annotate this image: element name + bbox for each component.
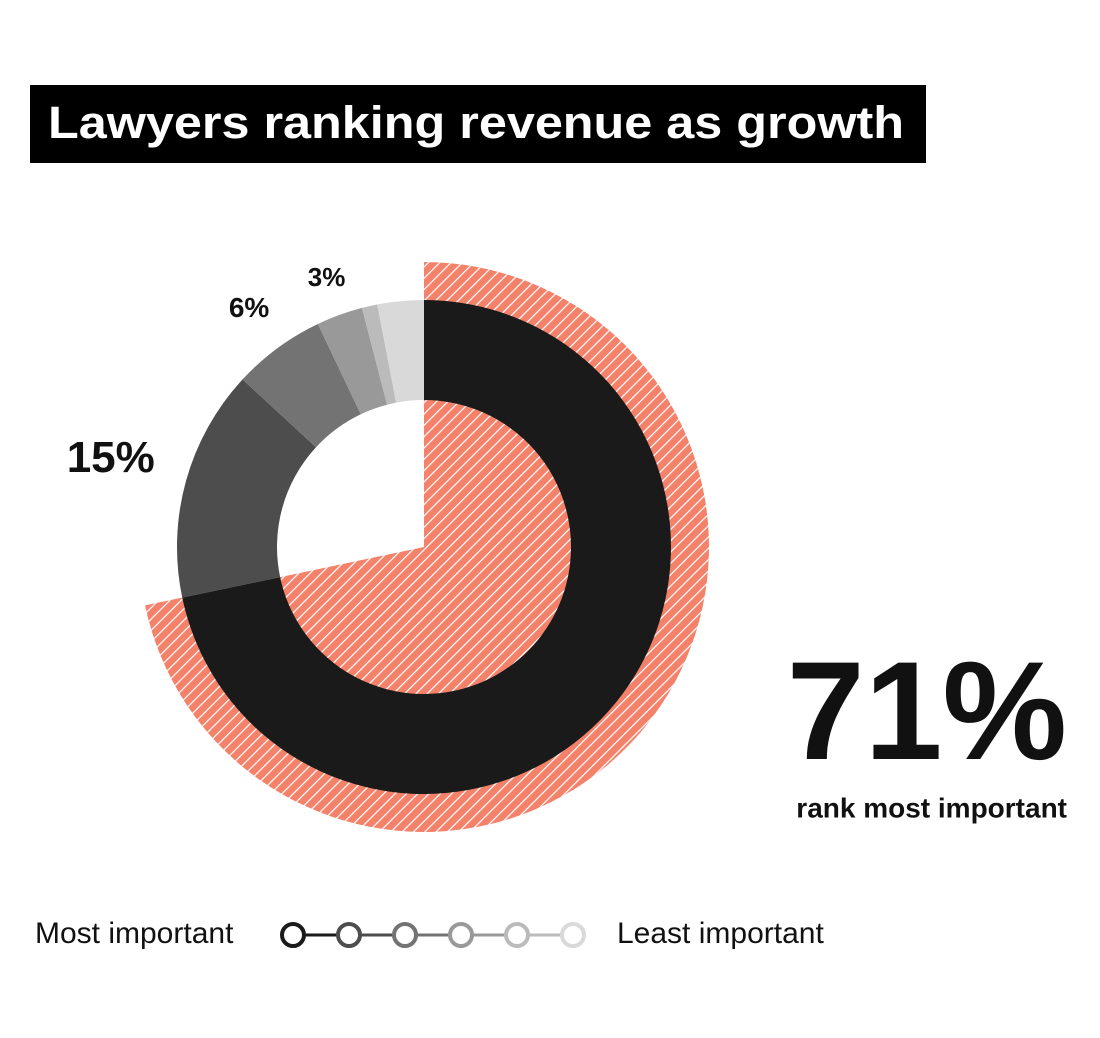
legend-marker <box>392 922 418 948</box>
legend-marker <box>560 922 586 948</box>
data-label: 3% <box>308 262 346 292</box>
data-label: 6% <box>229 292 270 323</box>
chart-title: Lawyers ranking revenue as growth <box>48 97 904 148</box>
legend-marker <box>336 922 362 948</box>
legend-start: Most important <box>35 917 234 950</box>
legend-marker <box>280 922 306 948</box>
title-box <box>30 85 926 163</box>
callout-value: 71% <box>787 632 1067 789</box>
annotation: rank most important <box>796 792 1067 823</box>
data-label: 15% <box>67 433 155 482</box>
donut-segment <box>377 300 424 403</box>
donut-segment <box>361 304 397 405</box>
legend-marker <box>504 922 530 948</box>
donut-segment <box>242 323 361 448</box>
legend-marker <box>448 922 474 948</box>
donut-segment <box>182 300 672 795</box>
donut-segment <box>176 379 317 598</box>
donut-segment <box>317 307 388 415</box>
legend-end: Least important <box>617 917 824 950</box>
